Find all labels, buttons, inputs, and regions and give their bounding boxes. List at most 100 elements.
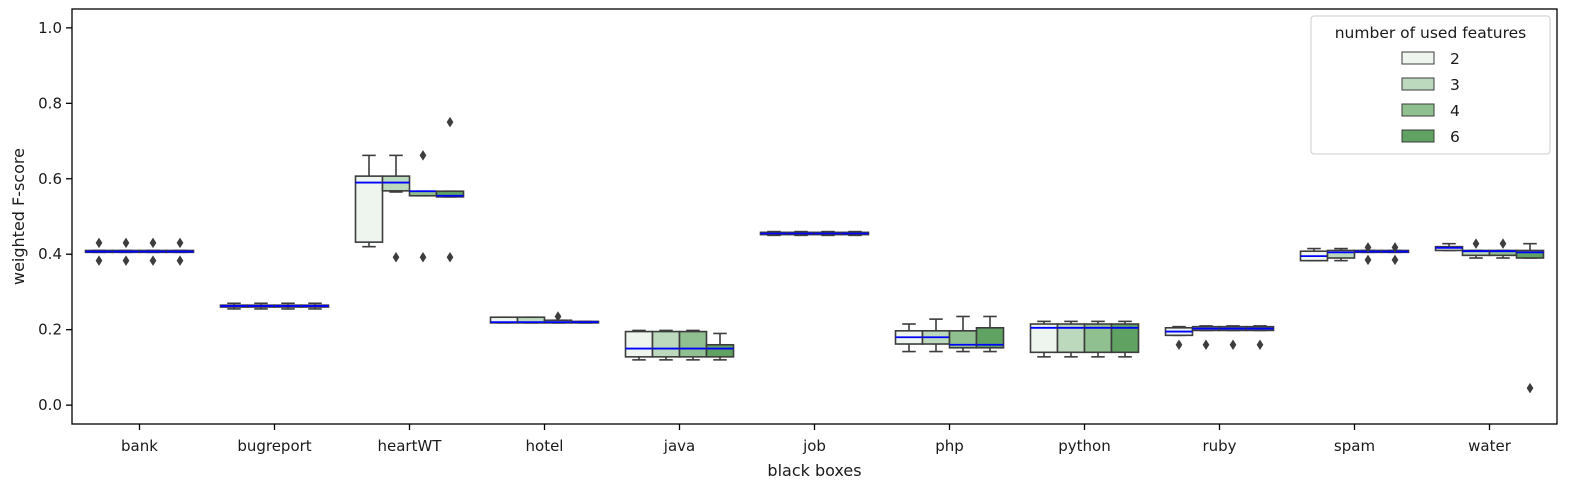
box-body (1056, 323, 1086, 354)
box-body (705, 343, 735, 358)
box-spam-2 (1299, 247, 1329, 262)
legend-label-3: 3 (1450, 76, 1460, 94)
outlier-point (95, 237, 103, 249)
outlier-point (1499, 238, 1507, 249)
outlier-point (446, 251, 454, 263)
box-spam-6 (1380, 242, 1410, 266)
legend-swatch-4 (1401, 103, 1435, 117)
legend-label-4: 4 (1450, 102, 1460, 120)
x-tick-label: ruby (1202, 437, 1236, 455)
box-hotel-6 (570, 320, 600, 324)
box-body (1029, 323, 1059, 354)
legend: number of used features 2 3 4 6 (1310, 15, 1551, 155)
legend-swatch-6 (1401, 129, 1435, 143)
outlier-point (95, 255, 103, 266)
box-heartWT-4 (408, 150, 438, 263)
box-bank-2 (84, 237, 114, 266)
box-python-4 (1083, 320, 1113, 358)
x-tick-label: bugreport (237, 437, 311, 455)
outlier-point (419, 150, 427, 161)
y-axis: 0.0 0.2 0.4 0.6 0.8 1.0 (38, 19, 72, 414)
x-axis: bank bugreport heartWT hotel java job php pytho… (121, 424, 1512, 455)
outlier-point (1202, 339, 1210, 351)
y-axis-label: weighted F-score (9, 148, 28, 285)
box-bugreport-4 (273, 302, 303, 310)
box-job-3 (786, 230, 816, 237)
outlier-point (1364, 254, 1372, 266)
box-python-6 (1110, 320, 1140, 358)
outlier-point (1526, 382, 1534, 394)
legend-swatch-2 (1401, 51, 1435, 65)
x-axis-label: black boxes (767, 461, 861, 480)
box-java-6 (705, 332, 735, 361)
box-bugreport-2 (219, 302, 249, 310)
box-bugreport-3 (246, 302, 276, 310)
outlier-point (1229, 339, 1237, 351)
box-ruby-6 (1245, 325, 1275, 351)
legend-label-6: 6 (1450, 128, 1460, 146)
outlier-point (419, 251, 427, 263)
box-water-6 (1515, 242, 1545, 394)
box-heartWT-6 (435, 116, 465, 263)
box-body (435, 190, 465, 198)
x-tick-label: water (1468, 437, 1512, 455)
box-hotel-3 (516, 316, 546, 324)
box-php-6 (975, 315, 1005, 353)
outlier-point (554, 311, 562, 322)
box-bank-6 (165, 237, 195, 266)
box-java-4 (678, 329, 708, 361)
box-body (1515, 249, 1545, 259)
box-hotel-2 (489, 316, 519, 324)
box-job-2 (759, 230, 789, 237)
x-tick-label: java (663, 437, 695, 455)
y-tick-label: 0.4 (38, 245, 62, 263)
box-heartWT-2 (354, 154, 384, 248)
outlier-point (1391, 254, 1399, 266)
outlier-point (1472, 238, 1480, 249)
legend-swatch-3 (1401, 77, 1435, 91)
y-tick-label: 0.8 (38, 94, 62, 112)
box-python-2 (1029, 320, 1059, 358)
box-water-3 (1461, 238, 1491, 259)
x-tick-label: python (1058, 437, 1110, 455)
x-tick-label: spam (1334, 437, 1375, 455)
box-java-3 (651, 329, 681, 361)
box-job-4 (813, 230, 843, 237)
outlier-point (392, 251, 400, 263)
x-tick-label: job (802, 437, 826, 455)
outlier-point (1364, 242, 1372, 253)
y-tick-label: 0.6 (38, 170, 62, 188)
box-php-3 (921, 318, 951, 353)
x-tick-label: hotel (526, 437, 564, 455)
box-bank-4 (138, 237, 168, 266)
outlier-point (1175, 339, 1183, 351)
outlier-point (176, 237, 184, 249)
box-java-2 (624, 329, 654, 361)
box-ruby-4 (1218, 325, 1248, 351)
box-body (624, 330, 654, 358)
outlier-point (149, 255, 157, 266)
x-tick-label: php (935, 437, 964, 455)
box-body (1110, 323, 1140, 354)
box-spam-3 (1326, 247, 1356, 262)
outlier-point (1391, 242, 1399, 253)
box-spam-4 (1353, 242, 1383, 266)
box-job-6 (840, 230, 870, 237)
outlier-point (122, 237, 130, 249)
box-water-2 (1434, 242, 1464, 252)
box-ruby-2 (1164, 325, 1194, 351)
outlier-point (446, 116, 454, 128)
box-body (678, 330, 708, 358)
outlier-point (149, 237, 157, 249)
outlier-point (176, 255, 184, 266)
box-body (1326, 249, 1356, 259)
box-body (354, 175, 384, 243)
y-tick-label: 0.2 (38, 321, 62, 339)
outlier-point (122, 255, 130, 266)
y-tick-label: 1.0 (38, 19, 62, 37)
box-ruby-3 (1191, 325, 1221, 351)
box-water-4 (1488, 238, 1518, 259)
box-body (975, 326, 1005, 349)
box-php-4 (948, 315, 978, 353)
